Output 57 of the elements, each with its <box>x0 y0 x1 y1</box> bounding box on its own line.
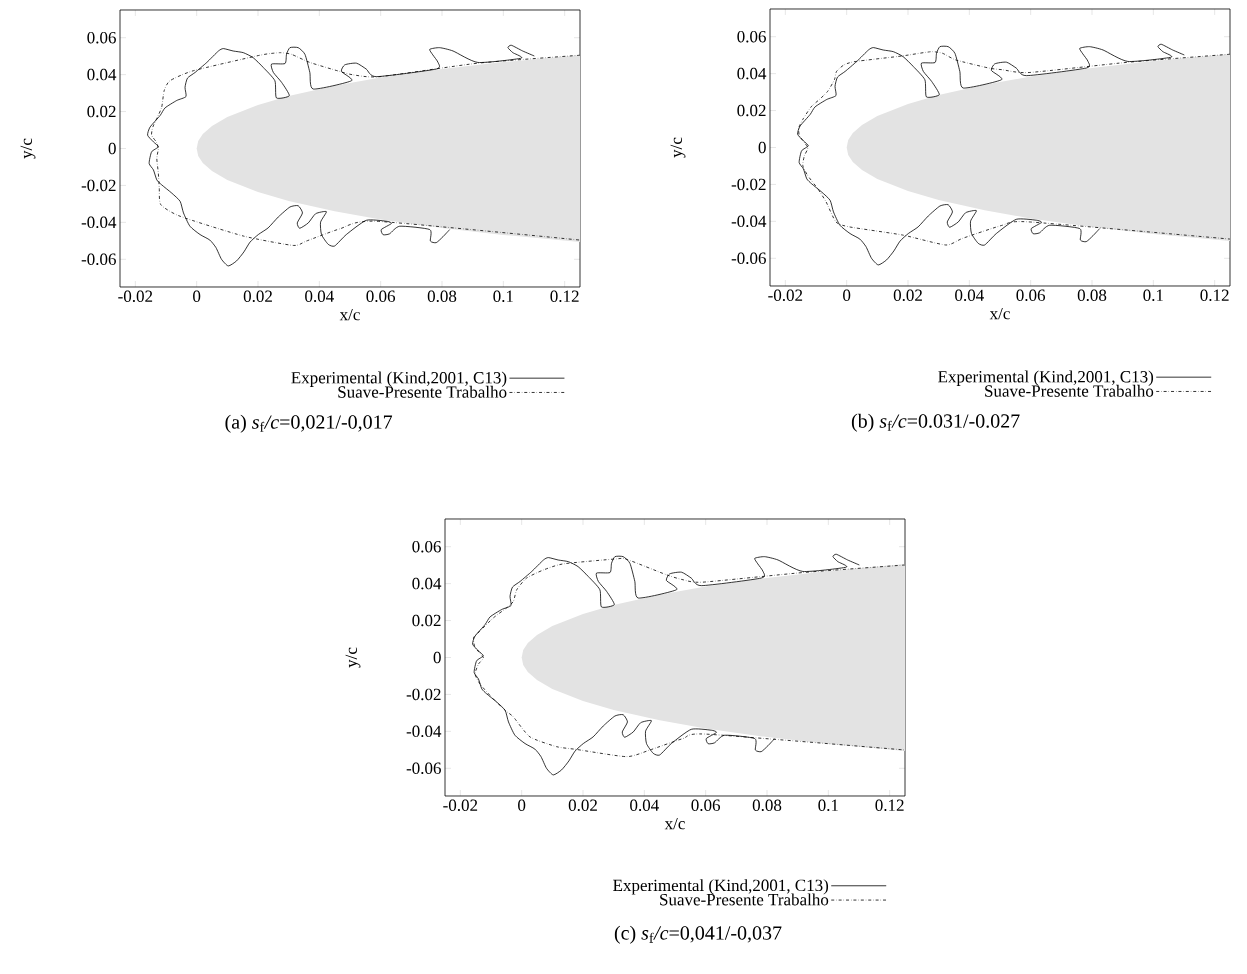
y-tick-label: 0.06 <box>87 31 116 44</box>
x-tick-label: 0 <box>843 289 851 301</box>
x-tick-label: 0.1 <box>493 290 513 303</box>
x-tick-label: 0.06 <box>366 290 396 303</box>
y-axis-title: y/c <box>345 647 361 668</box>
x-tick-label: 0.08 <box>1077 289 1107 302</box>
y-tick-label: 0.04 <box>412 577 442 590</box>
x-tick-label: 0.06 <box>691 799 721 812</box>
x-tick-label: 0.1 <box>1143 289 1163 302</box>
y-tick-label: -0.06 <box>406 762 441 775</box>
y-tick-label: -0.06 <box>731 252 766 265</box>
x-tick-label: 0.02 <box>243 290 272 303</box>
y-tick-label: 0.02 <box>87 105 116 118</box>
x-tick-label: 0.12 <box>550 290 579 303</box>
x-tick-label: 0.12 <box>1200 289 1229 302</box>
y-tick-label: 0.06 <box>737 30 766 43</box>
y-tick-label: -0.04 <box>81 216 117 229</box>
text: (b) s$_{f}$/c=0.031/-0.027 <box>851 413 1020 432</box>
text: (c) s$_{f}$/c=0,041/-0,037 <box>614 925 782 944</box>
y-tick-label: -0.02 <box>406 688 441 701</box>
y-tick-label: 0.02 <box>737 104 766 117</box>
x-tick-label: -0.02 <box>118 290 153 303</box>
x-tick-label: 0 <box>518 799 526 811</box>
legend-label: Suave-Presente Trabalho <box>338 385 507 398</box>
text: (a) s$_{f}$/c=0,021/-0,017 <box>225 414 393 433</box>
x-tick-label: -0.02 <box>443 799 478 812</box>
x-tick-label: 0.08 <box>427 290 457 303</box>
x-tick-label: -0.02 <box>768 289 803 302</box>
x-axis-title: x/c <box>664 817 685 830</box>
y-tick-label: 0 <box>108 142 116 155</box>
x-tick-label: 0.1 <box>818 799 838 812</box>
x-axis-title: x/c <box>989 307 1010 320</box>
x-tick-label: 0.02 <box>893 289 922 302</box>
x-tick-label: 0.06 <box>1016 289 1046 302</box>
y-tick-label: -0.02 <box>731 178 766 191</box>
legend-label: Suave-Presente Trabalho <box>660 893 829 906</box>
y-tick-label: 0.04 <box>737 67 767 80</box>
y-tick-label: -0.04 <box>731 215 767 228</box>
y-tick-label: 0.02 <box>412 614 441 627</box>
x-tick-label: 0 <box>193 290 201 302</box>
y-axis-title: y/c <box>670 137 686 158</box>
x-tick-label: 0.04 <box>630 799 659 812</box>
y-tick-label: -0.06 <box>81 253 116 266</box>
x-tick-label: 0.12 <box>875 799 904 812</box>
x-tick-label: 0.04 <box>955 289 984 302</box>
y-axis-title: y/c <box>20 138 36 159</box>
legend-label: Suave-Presente Trabalho <box>985 384 1154 397</box>
y-tick-label: 0 <box>758 141 766 154</box>
x-tick-label: 0.08 <box>752 799 782 812</box>
y-tick-label: 0.06 <box>412 540 441 553</box>
y-tick-label: -0.02 <box>81 179 116 192</box>
y-tick-label: 0 <box>433 651 441 664</box>
x-tick-label: 0.04 <box>305 290 334 303</box>
x-tick-label: 0.02 <box>568 799 597 812</box>
y-tick-label: -0.04 <box>406 725 442 738</box>
y-tick-label: 0.04 <box>87 68 117 81</box>
x-axis-title: x/c <box>339 308 360 321</box>
